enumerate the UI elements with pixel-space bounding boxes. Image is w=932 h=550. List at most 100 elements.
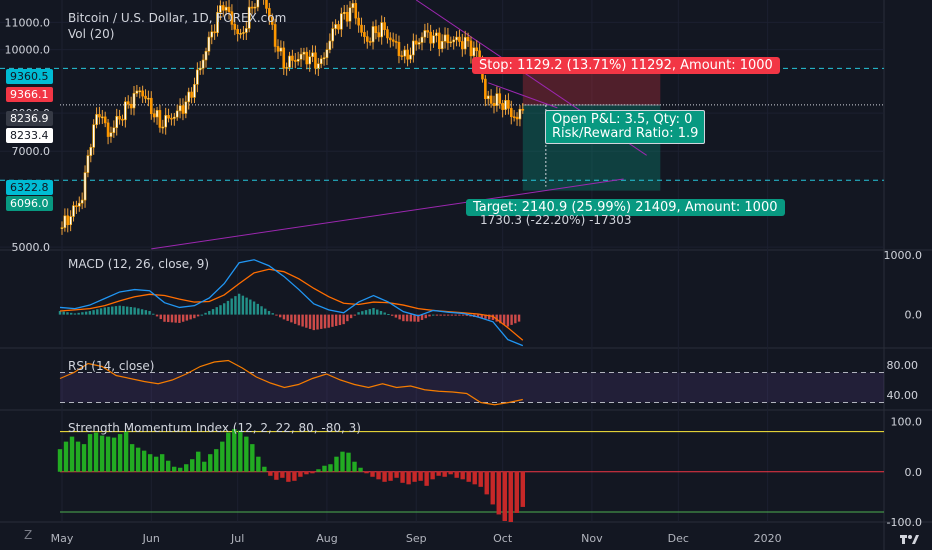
macd-histogram-bar xyxy=(84,311,88,315)
candle-body xyxy=(466,37,470,42)
macd-histogram-bar xyxy=(181,314,185,322)
smi-bar xyxy=(496,471,501,515)
macd-tick-label: 0.0 xyxy=(905,309,923,322)
candle-body xyxy=(141,90,144,97)
smi-bar xyxy=(316,469,321,472)
candle-body xyxy=(109,132,113,137)
candle-body xyxy=(77,202,81,207)
candle-body xyxy=(334,24,337,29)
timezone-icon[interactable]: Z xyxy=(24,528,33,542)
position-info-box[interactable]: Open P&L: 3.5, Qty: 0 Risk/Reward Ratio:… xyxy=(545,110,706,144)
hidden-pnl-label: 1730.3 (-22.20%) -17303 xyxy=(480,213,632,227)
macd-histogram-bar xyxy=(413,314,416,322)
candle-body xyxy=(103,116,107,124)
candle-body xyxy=(149,97,153,115)
macd-histogram-bar xyxy=(252,301,256,315)
macd-histogram-bar xyxy=(69,312,73,315)
candle-body xyxy=(521,108,525,111)
macd-histogram-bar xyxy=(92,310,95,315)
macd-histogram-bar xyxy=(163,314,166,322)
candle-body xyxy=(63,215,67,228)
candle-body xyxy=(198,67,202,71)
macd-histogram-bar xyxy=(133,307,136,315)
macd-histogram-bar xyxy=(428,314,431,317)
candle-body xyxy=(86,155,90,173)
candle-body xyxy=(207,36,211,52)
smi-bar xyxy=(370,471,375,477)
macd-histogram-bar xyxy=(223,303,226,315)
price-label-target: 6096.0 xyxy=(6,196,53,211)
candle-body xyxy=(155,110,159,118)
macd-histogram-bar xyxy=(58,311,62,315)
candle-body xyxy=(368,41,372,43)
candle-body xyxy=(158,110,162,128)
candle-body xyxy=(72,205,75,217)
macd-histogram-bar xyxy=(159,314,162,320)
macd-histogram-bar xyxy=(230,298,233,315)
candle-body xyxy=(432,35,435,44)
macd-histogram-bar xyxy=(372,308,375,315)
candle-body xyxy=(345,12,349,22)
candle-body xyxy=(380,22,383,38)
smi-histogram-group xyxy=(57,429,525,522)
candle-body xyxy=(400,55,404,57)
candle-body xyxy=(342,12,346,14)
candle-body xyxy=(178,105,182,112)
candle-body xyxy=(455,36,458,41)
candle-body xyxy=(181,105,185,114)
candle-body xyxy=(360,24,363,33)
smi-bar xyxy=(129,444,135,472)
candle-body xyxy=(351,3,355,8)
macd-histogram-bar xyxy=(499,314,502,324)
candle-body xyxy=(446,34,450,44)
candle-body xyxy=(161,126,165,129)
candle-body xyxy=(124,101,127,121)
macd-histogram-bar xyxy=(376,309,379,315)
candle-body xyxy=(305,51,309,65)
macd-histogram-bar xyxy=(420,314,424,320)
macd-histogram-bar xyxy=(103,307,106,315)
macd-histogram-bar xyxy=(488,314,491,320)
candle-body xyxy=(377,32,381,38)
macd-histogram-bar xyxy=(398,314,401,320)
macd-histogram-bar xyxy=(241,295,245,315)
candle-body xyxy=(515,116,519,120)
macd-line xyxy=(59,259,524,347)
candle-body xyxy=(437,32,441,50)
smi-bar xyxy=(165,460,171,472)
macd-histogram-bar xyxy=(129,307,133,315)
macd-histogram-bar xyxy=(88,311,92,315)
candle-body xyxy=(190,91,193,98)
smi-bar xyxy=(57,449,63,472)
smi-bar xyxy=(520,471,525,507)
candle-body xyxy=(101,116,104,119)
smi-bar xyxy=(502,471,507,521)
stop-label[interactable]: Stop: 1129.2 (13.71%) 11292, Amount: 100… xyxy=(472,57,780,74)
smi-bar xyxy=(63,441,69,472)
target-label[interactable]: Target: 2140.9 (25.99%) 21409, Amount: 1… xyxy=(466,199,785,216)
price-tick-label: 7000.0 xyxy=(12,145,51,158)
smi-bar xyxy=(159,454,165,472)
candle-body xyxy=(489,95,493,104)
macd-histogram-bar xyxy=(226,300,230,315)
macd-histogram-bar xyxy=(234,296,237,315)
smi-bar xyxy=(382,471,387,482)
candle-body xyxy=(126,101,130,105)
smi-bar xyxy=(466,471,471,482)
candle-body xyxy=(256,0,260,8)
smi-bar xyxy=(514,471,519,513)
smi-bar xyxy=(340,451,345,472)
candle-body xyxy=(299,53,303,60)
candle-body xyxy=(452,39,455,43)
macd-histogram-bar xyxy=(125,306,129,315)
candle-body xyxy=(213,31,216,34)
tradingview-logo-icon[interactable] xyxy=(900,533,920,545)
smi-bar xyxy=(202,461,207,472)
candle-body xyxy=(311,52,314,58)
candle-body xyxy=(518,108,522,120)
macd-histogram-bar xyxy=(178,314,181,323)
macd-histogram-bar xyxy=(107,307,110,315)
candle-body xyxy=(440,41,444,50)
smi-bar xyxy=(75,441,81,472)
